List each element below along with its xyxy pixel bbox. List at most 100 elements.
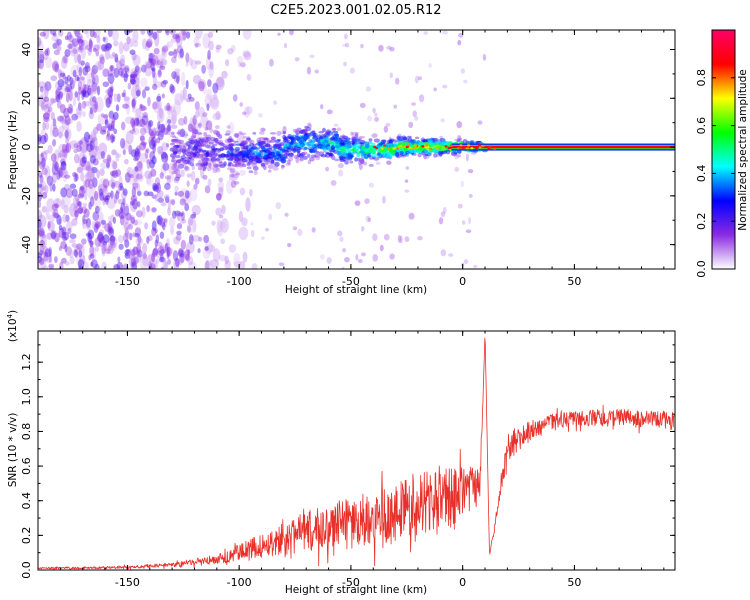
spectrogram-cell bbox=[47, 144, 53, 154]
spectrogram-cell bbox=[148, 119, 154, 127]
spectrogram-cell bbox=[417, 236, 423, 241]
spectrogram-cell bbox=[197, 143, 203, 148]
spectrogram-cell bbox=[87, 229, 95, 240]
spectrogram-cell bbox=[97, 231, 104, 242]
spectrogram-cell bbox=[65, 214, 70, 223]
spectrogram-cell bbox=[177, 51, 185, 60]
spectrogram-cell bbox=[148, 262, 156, 269]
spectrogram-cell bbox=[109, 64, 113, 72]
spectrogram-cell bbox=[74, 91, 78, 98]
snr-series-line bbox=[38, 337, 675, 570]
spectrogram-cell bbox=[47, 221, 55, 232]
spectrogram-cell bbox=[364, 144, 370, 149]
spectrogram-cell bbox=[327, 145, 332, 150]
spectrogram-cell bbox=[54, 63, 59, 73]
spectrogram-cell bbox=[252, 166, 259, 171]
spectrogram-cell bbox=[415, 136, 420, 140]
spectrogram-cell bbox=[426, 151, 431, 155]
spectrogram-cell bbox=[180, 169, 185, 178]
spectrogram-cell bbox=[97, 113, 107, 125]
spectrogram-cell bbox=[140, 106, 147, 111]
spectrogram-cell bbox=[191, 127, 197, 139]
spectrogram-cell bbox=[69, 140, 79, 150]
spectrogram-cell bbox=[38, 36, 42, 47]
spectrogram-cell bbox=[225, 146, 231, 151]
spectrogram-cell bbox=[231, 143, 237, 147]
spectrogram-cell bbox=[124, 116, 135, 125]
spectrogram-cell bbox=[78, 45, 83, 51]
spectrogram-cell bbox=[184, 203, 190, 212]
spectrogram-cell bbox=[75, 173, 79, 182]
spectrogram-cell bbox=[64, 171, 69, 176]
spectrogram-cell bbox=[199, 153, 205, 158]
spectrogram-cell bbox=[213, 151, 219, 157]
spectrogram-cell bbox=[132, 182, 139, 189]
spectrogram-cell bbox=[297, 144, 304, 148]
x-tick-label: -50 bbox=[342, 576, 360, 589]
spectrogram-cell bbox=[176, 45, 184, 54]
spectrogram-cell bbox=[449, 146, 453, 149]
spectrogram-cell bbox=[211, 160, 217, 165]
spectrogram-cell bbox=[239, 150, 244, 154]
spectrogram-cell bbox=[218, 154, 223, 159]
spectrogram-cell bbox=[187, 153, 193, 158]
spectrogram-cell bbox=[182, 31, 187, 41]
spectrogram-cell bbox=[215, 164, 220, 168]
spectrogram-cell bbox=[414, 144, 418, 147]
spectrogram-cell bbox=[263, 165, 267, 171]
spectrogram-cell bbox=[292, 226, 298, 231]
spectrogram-cell bbox=[106, 198, 116, 210]
spectrogram-cell bbox=[71, 188, 78, 197]
spectrogram-cell bbox=[76, 207, 83, 215]
spectrogram-cell bbox=[385, 122, 391, 127]
spectrogram-cell bbox=[150, 168, 157, 177]
spectrogram-cell bbox=[393, 144, 398, 147]
spectrogram-cell bbox=[331, 127, 336, 132]
spectrogram-cell bbox=[125, 212, 132, 221]
spectrogram-cell bbox=[47, 109, 51, 116]
spectrogram-cell bbox=[94, 74, 99, 85]
spectrogram-cell bbox=[68, 238, 76, 244]
spectrogram-cell bbox=[448, 253, 454, 257]
spectrogram-cell bbox=[39, 53, 45, 64]
spectrogram-cell bbox=[52, 42, 58, 50]
spectrogram-cell bbox=[111, 30, 119, 42]
spectrogram-cell bbox=[165, 196, 170, 204]
spectrogram-cell bbox=[148, 57, 153, 63]
spectrogram-cell bbox=[285, 152, 290, 157]
spectrogram-cell bbox=[90, 130, 96, 142]
spectrogram-cell bbox=[251, 146, 258, 150]
spectrogram-cell bbox=[208, 62, 214, 79]
spectrogram-cell bbox=[40, 181, 47, 191]
spectrogram-cell bbox=[102, 234, 110, 244]
spectrogram-cell bbox=[57, 152, 62, 159]
spectrogram-cell bbox=[173, 71, 181, 83]
spectrogram-cell bbox=[212, 82, 219, 94]
spectrogram-cell bbox=[454, 138, 461, 142]
spectrogram-cell bbox=[174, 136, 179, 141]
spectrogram-cell bbox=[207, 49, 211, 60]
spectrogram-cell bbox=[81, 39, 89, 50]
spectrogram-cell bbox=[475, 146, 479, 150]
spectrogram-cell bbox=[101, 43, 108, 52]
spectrogram-cell bbox=[129, 129, 136, 134]
spectrogram-cell bbox=[152, 100, 161, 114]
y-tick-label: 0.0 bbox=[20, 561, 33, 579]
spectrogram-cell bbox=[44, 103, 52, 109]
spectrogram-cell bbox=[194, 43, 199, 48]
spectrogram-cell bbox=[372, 107, 376, 114]
spectrogram-cell bbox=[313, 154, 318, 158]
spectrogram-cell bbox=[147, 172, 153, 179]
spectrogram-cell bbox=[88, 240, 94, 246]
spectrogram-cell bbox=[170, 114, 177, 126]
spectrogram-cell bbox=[64, 48, 71, 57]
spectrogram-cell bbox=[141, 242, 148, 254]
spectrogram-cell bbox=[154, 130, 161, 136]
spectrogram-cell bbox=[286, 142, 290, 147]
spectrogram-cell bbox=[168, 51, 174, 56]
spectrogram-cell bbox=[58, 167, 63, 179]
spectrogram-cell bbox=[85, 217, 91, 228]
spectrogram-cell bbox=[153, 260, 158, 269]
spectrogram-cell bbox=[118, 175, 123, 192]
spectrogram-cell bbox=[209, 94, 219, 108]
